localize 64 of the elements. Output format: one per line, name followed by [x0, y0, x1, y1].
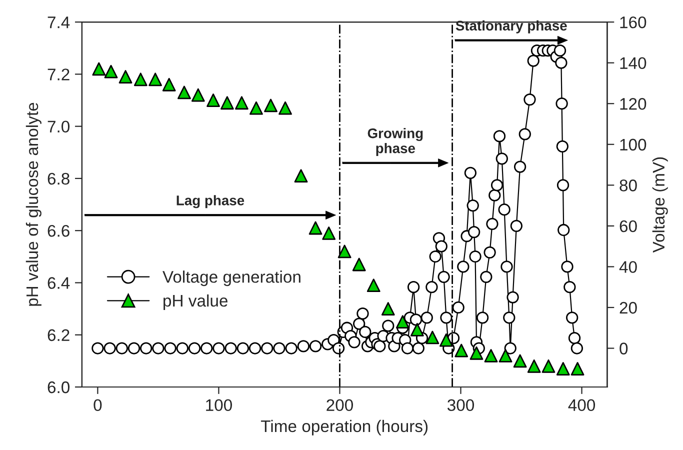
point [352, 258, 366, 272]
y2-tick-label: 80 [620, 180, 637, 192]
point [470, 346, 484, 360]
legend-label: Voltage generation [162, 270, 300, 286]
x-axis-title: Time operation (hours) [260, 420, 428, 436]
point [178, 86, 191, 100]
x-tick-label: 0 [94, 399, 102, 412]
point [454, 344, 468, 358]
point [278, 101, 292, 115]
legend-label: pH value [164, 294, 228, 310]
y2-axis-title: Voltage (mV) [652, 157, 668, 253]
point [162, 78, 176, 92]
point [338, 244, 352, 258]
point [92, 62, 106, 76]
point [235, 96, 248, 110]
point [396, 315, 410, 329]
point [191, 88, 205, 102]
x-tick-label: 400 [568, 399, 596, 412]
y-tick-label: 6.2 [48, 329, 70, 342]
y-tick-label: 6.6 [48, 224, 70, 237]
point [527, 359, 541, 373]
y-tick-label: 6.4 [48, 277, 70, 289]
annotation: Stationary phase [456, 20, 567, 34]
point [542, 359, 556, 373]
y-tick-label: 7.0 [48, 120, 70, 133]
y2-tick-label: 140 [620, 57, 646, 70]
annotation: Lag phase [176, 195, 244, 208]
point [366, 278, 380, 292]
point [104, 64, 118, 78]
y-tick-label: 6.0 [48, 381, 70, 394]
point [134, 72, 148, 86]
y-tick-label: 7.4 [48, 16, 70, 28]
point [206, 94, 220, 107]
point [118, 70, 132, 84]
point [294, 169, 308, 183]
y2-tick-label: 20 [620, 302, 637, 314]
y2-tick-label: 60 [620, 220, 637, 232]
point [322, 226, 336, 240]
point [570, 362, 584, 376]
point [484, 349, 498, 362]
point [308, 221, 322, 235]
point [381, 302, 395, 316]
y2-tick-label: 40 [619, 261, 637, 273]
point [513, 354, 527, 368]
x-tick-label: 200 [326, 399, 353, 412]
y-axis-title: pH value of glucose anolyte [26, 102, 42, 306]
y2-tick-label: 0 [620, 342, 628, 354]
y2-tick-label: 100 [620, 138, 646, 151]
y2-tick-label: 160 [620, 16, 646, 28]
y-tick-label: 6.8 [48, 172, 70, 185]
point [250, 101, 263, 115]
point [426, 330, 440, 344]
y2-tick-label: 120 [620, 98, 646, 110]
annotation: Growing phase [368, 128, 423, 156]
point [440, 333, 453, 347]
x-tick-label: 100 [206, 399, 232, 412]
point [410, 322, 424, 336]
y-tick-label: 7.2 [48, 68, 70, 80]
point [148, 72, 162, 86]
point [498, 349, 512, 362]
point [220, 96, 234, 110]
x-tick-label: 300 [447, 399, 474, 412]
point [556, 362, 570, 376]
point [264, 98, 278, 112]
